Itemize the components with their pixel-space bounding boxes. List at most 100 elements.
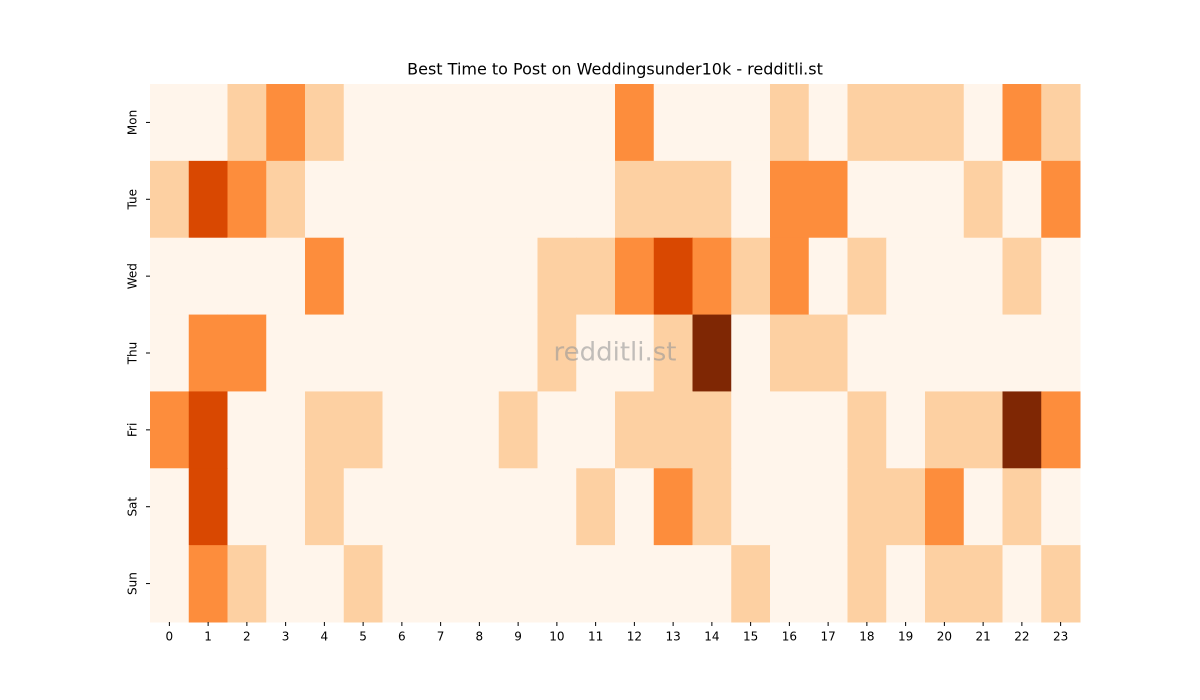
heatmap-cell [266, 314, 306, 392]
heatmap-cell [963, 468, 1003, 546]
heatmap-cell [266, 84, 306, 162]
heatmap-cell [150, 160, 190, 239]
x-tick-label: 19 [898, 630, 913, 644]
heatmap-cell [770, 545, 810, 623]
x-tick-label: 2 [243, 630, 251, 644]
heatmap-cell [188, 468, 228, 546]
heatmap-cell [615, 545, 655, 623]
heatmap-cell [460, 237, 500, 316]
heatmap-cell [537, 160, 577, 239]
heatmap-cell [1041, 468, 1081, 546]
heatmap-cell [653, 314, 693, 392]
heatmap-cell [963, 545, 1003, 623]
heatmap-cell [460, 468, 500, 546]
heatmap-cell [963, 314, 1003, 392]
heatmap-cell [886, 391, 926, 469]
heatmap-cell [1041, 391, 1081, 469]
heatmap-cell [188, 84, 228, 162]
heatmap-cell [808, 468, 848, 546]
heatmap-cell [421, 237, 461, 316]
heatmap-cell [847, 84, 887, 162]
heatmap-cell [653, 84, 693, 162]
x-tick-label: 7 [437, 630, 445, 644]
heatmap-cell [150, 468, 190, 546]
heatmap-cell [731, 314, 771, 392]
x-tick-label: 16 [782, 630, 797, 644]
heatmap-cell [615, 314, 655, 392]
y-tick-label: Thu [126, 342, 140, 366]
heatmap-cell [808, 314, 848, 392]
heatmap-cell [692, 84, 732, 162]
heatmap-cell [576, 160, 616, 239]
heatmap-cell [653, 160, 693, 239]
heatmap-cell [576, 314, 616, 392]
heatmap-cell [692, 391, 732, 469]
heatmap-cell [615, 84, 655, 162]
heatmap-cell [150, 545, 190, 623]
heatmap-cell [1002, 84, 1042, 162]
x-tick-label: 22 [1014, 630, 1029, 644]
heatmap-cell [343, 468, 383, 546]
heatmap-cell [847, 545, 887, 623]
heatmap-cell [227, 84, 267, 162]
heatmap-cell [808, 545, 848, 623]
heatmap-cell [576, 545, 616, 623]
heatmap-cell [498, 237, 538, 316]
heatmap-cell [266, 237, 306, 316]
heatmap-cell [1041, 237, 1081, 316]
heatmap-cell [305, 237, 345, 316]
heatmap-cell [305, 84, 345, 162]
heatmap-cell [305, 314, 345, 392]
y-tick-label: Wed [126, 263, 140, 289]
heatmap-cell [653, 545, 693, 623]
heatmap-cell [188, 237, 228, 316]
heatmap-cell [343, 237, 383, 316]
heatmap-cell [421, 468, 461, 546]
heatmap-cell [305, 468, 345, 546]
heatmap-cell [305, 545, 345, 623]
heatmap-cell [770, 160, 810, 239]
heatmap-cell [615, 160, 655, 239]
heatmap-cell [150, 84, 190, 162]
heatmap-cell [343, 545, 383, 623]
heatmap-cell [537, 84, 577, 162]
heatmap-cell [382, 468, 422, 546]
heatmap-cell [615, 468, 655, 546]
y-tick-label: Fri [126, 423, 140, 437]
heatmap-cell [1041, 160, 1081, 239]
heatmap-cell [305, 391, 345, 469]
heatmap-cell [382, 84, 422, 162]
heatmap-cell [266, 160, 306, 239]
heatmap-cell [188, 391, 228, 469]
heatmap-cell [925, 545, 965, 623]
heatmap-cell [692, 237, 732, 316]
heatmap-cell [150, 314, 190, 392]
x-tick-label: 0 [166, 630, 174, 644]
heatmap-cell [382, 160, 422, 239]
heatmap-cell [925, 468, 965, 546]
heatmap-cell [963, 84, 1003, 162]
heatmap-cell [731, 468, 771, 546]
heatmap-cell [770, 237, 810, 316]
heatmap-cell [770, 314, 810, 392]
heatmap-cell [1041, 545, 1081, 623]
heatmap-cell [1002, 391, 1042, 469]
heatmap-cell [1002, 545, 1042, 623]
heatmap-cell [460, 160, 500, 239]
heatmap-cell [576, 84, 616, 162]
heatmap-cell [537, 237, 577, 316]
heatmap-cell [1002, 160, 1042, 239]
x-tick-label: 9 [514, 630, 522, 644]
heatmap-cell [188, 160, 228, 239]
heatmap-cell [498, 391, 538, 469]
heatmap-cell [731, 160, 771, 239]
heatmap-cell [770, 468, 810, 546]
x-tick-label: 1 [204, 630, 212, 644]
heatmap-cell [925, 314, 965, 392]
heatmap-cell [537, 391, 577, 469]
heatmap-cell [498, 468, 538, 546]
heatmap-cell [382, 314, 422, 392]
heatmap-cell [227, 314, 267, 392]
heatmap-cell [498, 84, 538, 162]
heatmap-cell [847, 314, 887, 392]
